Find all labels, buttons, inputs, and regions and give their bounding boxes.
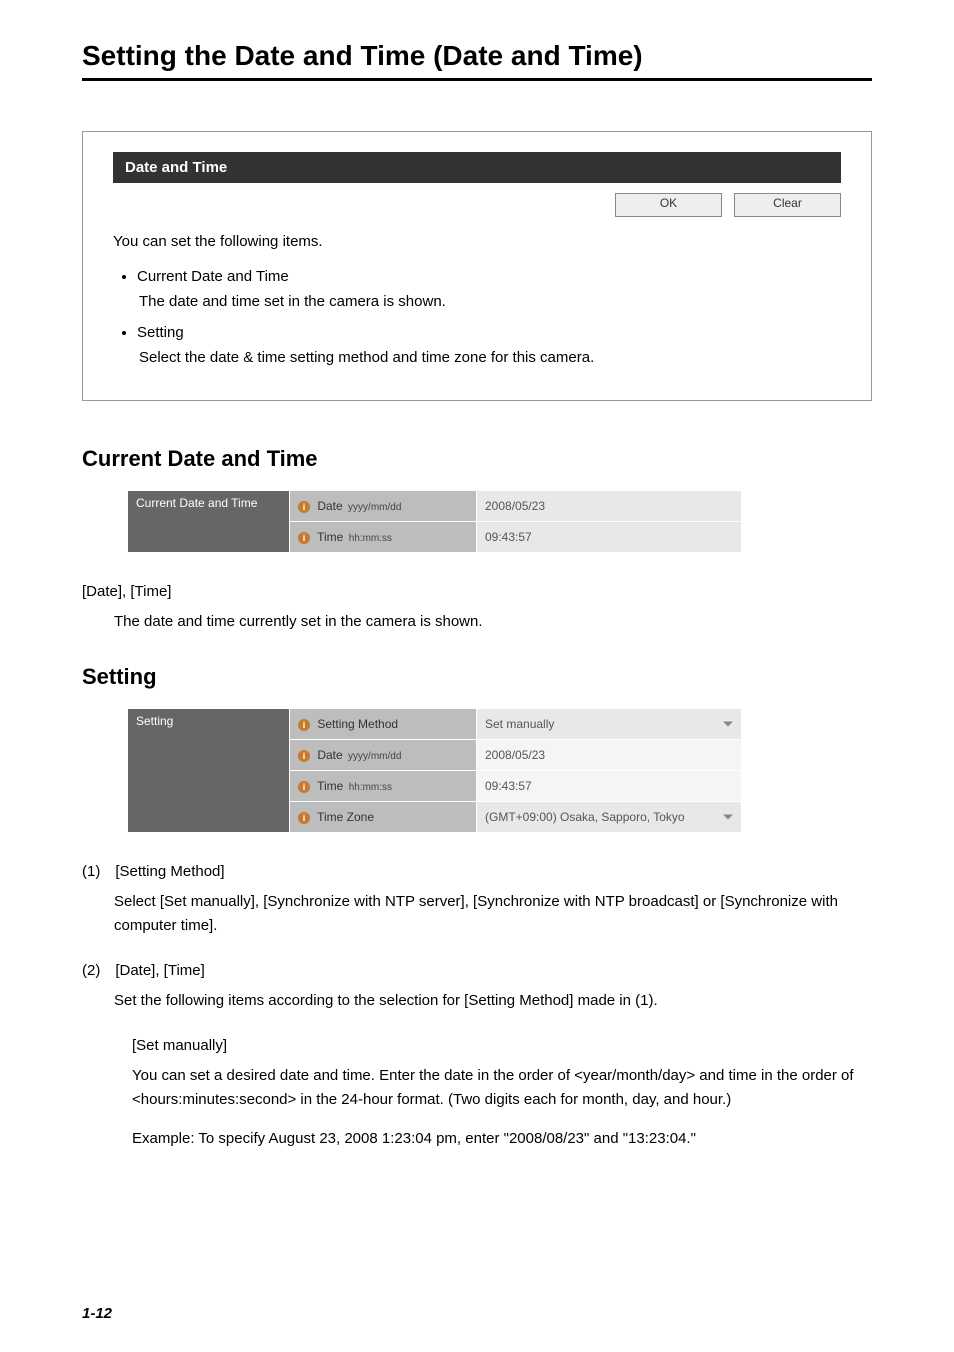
ok-button[interactable]: OK [615, 193, 722, 217]
table-label-cell: i Time hh:mm:ss [290, 521, 477, 552]
table-label-cell: i Date yyyy/mm/dd [290, 490, 477, 521]
intro-box: Date and Time OK Clear You can set the f… [82, 131, 872, 401]
info-icon: i [298, 781, 310, 793]
clear-button[interactable]: Clear [734, 193, 841, 217]
table-label-cell: i Date yyyy/mm/dd [290, 739, 477, 770]
time-input[interactable]: 09:43:57 [477, 770, 742, 801]
time-zone-value: (GMT+09:00) Osaka, Sapporo, Tokyo [485, 810, 685, 824]
intro-item-desc: The date and time set in the camera is s… [139, 293, 841, 310]
table-label-cell: i Setting Method [290, 708, 477, 739]
label-text: Date [317, 748, 342, 762]
label-sub: hh:mm:ss [349, 782, 392, 793]
chevron-down-icon [723, 721, 733, 726]
field-desc-date-time: The date and time currently set in the c… [114, 610, 872, 634]
table-row: Setting i Setting Method Set manually [128, 708, 742, 739]
date-input-value: 2008/05/23 [485, 748, 545, 762]
label-text: Time [317, 779, 343, 793]
setting-method-value: Set manually [485, 717, 554, 731]
label-text: Time Zone [317, 810, 374, 824]
page-title: Setting the Date and Time (Date and Time… [82, 40, 872, 72]
info-icon: i [298, 532, 310, 544]
txt: ], [ [251, 893, 268, 910]
label-text: Time [317, 530, 343, 544]
intro-item-title: Setting [137, 324, 184, 341]
txt: ] made in (1). [569, 992, 657, 1009]
info-icon: i [298, 719, 310, 731]
txt: ]. [209, 917, 217, 934]
intro-item-desc: Select the date & time setting method an… [139, 349, 841, 366]
item1-desc: Select [Set manually], [Synchronize with… [114, 890, 872, 938]
time-input-value: 09:43:57 [485, 779, 532, 793]
chevron-down-icon [723, 814, 733, 819]
date-input[interactable]: 2008/05/23 [477, 739, 742, 770]
time-zone-select[interactable]: (GMT+09:00) Osaka, Sapporo, Tokyo [477, 801, 742, 832]
table-row: Current Date and Time i Date yyyy/mm/dd … [128, 490, 742, 521]
info-icon: i [298, 750, 310, 762]
table-rowhead: Setting [128, 708, 290, 832]
label-sub: yyyy/mm/dd [348, 751, 401, 762]
sub-desc-para2: Example: To specify August 23, 2008 1:23… [132, 1127, 872, 1152]
section-setting-heading: Setting [82, 664, 872, 690]
label-sub: hh:mm:ss [349, 533, 392, 544]
current-date-time-table: Current Date and Time i Date yyyy/mm/dd … [127, 490, 742, 553]
page-number: 1-12 [82, 1305, 112, 1322]
section-setting: Setting Setting i Setting Method Set man… [82, 664, 872, 1152]
info-icon: i [298, 812, 310, 824]
table-label-cell: i Time hh:mm:ss [290, 770, 477, 801]
intro-list: Current Date and Time The date and time … [113, 268, 841, 366]
txt: Set the following items according to the… [114, 992, 468, 1009]
intro-item-title: Current Date and Time [137, 268, 289, 285]
label-sub: yyyy/mm/dd [348, 502, 401, 513]
field-line-date-time: [Date], [Time] [82, 583, 872, 600]
section-current: Current Date and Time Current Date and T… [82, 446, 872, 634]
intro-lead: You can set the following items. [113, 231, 841, 254]
opt-ntp-broadcast: Synchronize with NTP broadcast [477, 893, 694, 910]
txt: Select [ [114, 893, 164, 910]
info-icon: i [298, 501, 310, 513]
bold-setting-method: Setting Method [468, 992, 569, 1009]
item2-line: (2) [Date], [Time] [82, 962, 872, 979]
opt-ntp-server: Synchronize with NTP server [267, 893, 460, 910]
txt: ], [ [461, 893, 478, 910]
label-text: Setting Method [317, 717, 398, 731]
opt-set-manually: Set manually [164, 893, 251, 910]
intro-list-item: Setting Select the date & time setting m… [137, 324, 841, 366]
intro-list-item: Current Date and Time The date and time … [137, 268, 841, 310]
intro-header-label: Date and Time [125, 159, 227, 176]
label-text: Date [317, 499, 342, 513]
table-label-cell: i Time Zone [290, 801, 477, 832]
item2-sub: [Set manually] You can set a desired dat… [132, 1037, 872, 1152]
item1-line: (1) [Setting Method] [82, 863, 872, 880]
table-value-cell: 2008/05/23 [477, 490, 742, 521]
intro-header-bar: Date and Time [113, 152, 841, 183]
item2-desc: Set the following items according to the… [114, 989, 872, 1013]
table-rowhead: Current Date and Time [128, 490, 290, 552]
setting-method-select[interactable]: Set manually [477, 708, 742, 739]
table-value-cell: 09:43:57 [477, 521, 742, 552]
button-row: OK Clear [113, 193, 841, 217]
setting-table: Setting i Setting Method Set manually i … [127, 708, 742, 833]
sub-title-set-manually: [Set manually] [132, 1037, 872, 1054]
sub-desc-para1: You can set a desired date and time. Ent… [132, 1064, 872, 1114]
section-current-heading: Current Date and Time [82, 446, 872, 472]
txt: ] or [ [695, 893, 725, 910]
title-rule [82, 78, 872, 81]
